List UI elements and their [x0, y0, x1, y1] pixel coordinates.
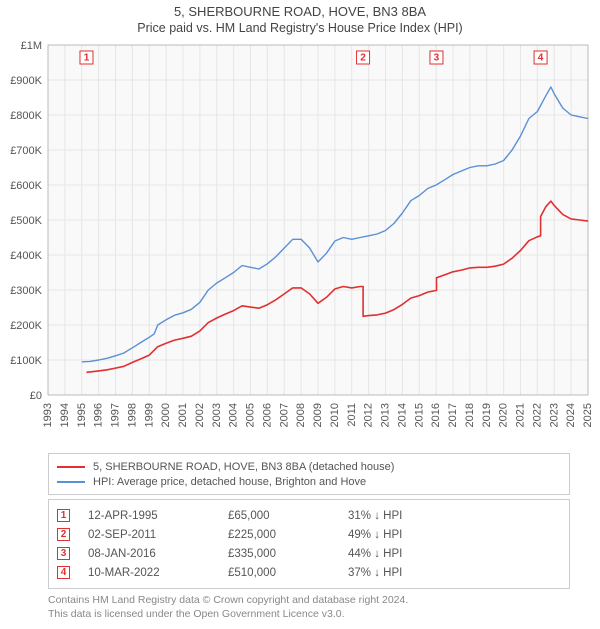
svg-text:2022: 2022	[531, 403, 543, 427]
sale-price: £65,000	[228, 510, 348, 522]
svg-text:2019: 2019	[481, 403, 493, 427]
svg-text:£1M: £1M	[21, 40, 42, 52]
svg-text:2005: 2005	[245, 403, 257, 427]
svg-text:2011: 2011	[346, 403, 358, 427]
footer-line-1: Contains HM Land Registry data © Crown c…	[48, 593, 570, 607]
sale-date: 10-MAR-2022	[88, 567, 228, 579]
svg-text:£400K: £400K	[10, 250, 42, 262]
svg-text:1996: 1996	[93, 403, 105, 427]
sale-date: 12-APR-1995	[88, 510, 228, 522]
svg-text:1999: 1999	[143, 403, 155, 427]
sale-price: £510,000	[228, 567, 348, 579]
svg-text:2014: 2014	[396, 403, 408, 427]
sale-price: £225,000	[228, 529, 348, 541]
svg-text:2006: 2006	[261, 403, 273, 427]
svg-text:2: 2	[360, 53, 366, 64]
svg-text:2024: 2024	[565, 403, 577, 427]
sale-row: 1 12-APR-1995£65,00031% ↓ HPI	[57, 506, 561, 525]
legend-swatch	[57, 481, 85, 483]
sale-date: 08-JAN-2016	[88, 548, 228, 560]
svg-text:2002: 2002	[194, 403, 206, 427]
svg-text:2012: 2012	[363, 403, 375, 427]
chart-legend: 5, SHERBOURNE ROAD, HOVE, BN3 8BA (detac…	[48, 453, 570, 495]
chart-header: 5, SHERBOURNE ROAD, HOVE, BN3 8BA Price …	[0, 0, 600, 37]
sale-row: 3 08-JAN-2016£335,00044% ↓ HPI	[57, 544, 561, 563]
svg-text:2016: 2016	[430, 403, 442, 427]
svg-text:1: 1	[84, 53, 90, 64]
sale-diff: 37% ↓ HPI	[348, 567, 561, 579]
svg-text:1994: 1994	[59, 403, 71, 427]
svg-text:£600K: £600K	[10, 180, 42, 192]
sale-diff: 31% ↓ HPI	[348, 510, 561, 522]
svg-text:2003: 2003	[211, 403, 223, 427]
svg-text:2000: 2000	[160, 403, 172, 427]
svg-text:2013: 2013	[380, 403, 392, 427]
svg-text:2018: 2018	[464, 403, 476, 427]
svg-text:2015: 2015	[413, 403, 425, 427]
svg-text:2025: 2025	[582, 403, 594, 427]
svg-text:2020: 2020	[498, 403, 510, 427]
svg-text:2004: 2004	[228, 403, 240, 427]
svg-text:2017: 2017	[447, 403, 459, 427]
svg-text:£800K: £800K	[10, 110, 42, 122]
svg-text:£200K: £200K	[10, 320, 42, 332]
sale-diff: 49% ↓ HPI	[348, 529, 561, 541]
price-chart: £0 £100K £200K £300K £400K £500K £600K £700K £80…	[0, 37, 600, 447]
legend-item: HPI: Average price, detached house, Brig…	[57, 474, 561, 489]
svg-text:2009: 2009	[312, 403, 324, 427]
svg-text:2001: 2001	[177, 403, 189, 427]
chart-subtitle: Price paid vs. HM Land Registry's House …	[0, 21, 600, 35]
sale-row: 2 02-SEP-2011£225,00049% ↓ HPI	[57, 525, 561, 544]
sale-date: 02-SEP-2011	[88, 529, 228, 541]
sale-diff: 44% ↓ HPI	[348, 548, 561, 560]
svg-text:2010: 2010	[329, 403, 341, 427]
sale-marker: 4	[57, 566, 70, 579]
svg-text:4: 4	[538, 53, 544, 64]
sale-price: £335,000	[228, 548, 348, 560]
svg-text:£100K: £100K	[10, 355, 42, 367]
footer-line-2: This data is licensed under the Open Gov…	[48, 607, 570, 621]
chart-svg: £0 £100K £200K £300K £400K £500K £600K £700K £80…	[0, 37, 600, 447]
svg-text:2021: 2021	[515, 403, 527, 427]
svg-text:1995: 1995	[76, 403, 88, 427]
svg-text:£300K: £300K	[10, 285, 42, 297]
svg-text:1997: 1997	[110, 403, 122, 427]
svg-text:2007: 2007	[278, 403, 290, 427]
svg-text:2023: 2023	[548, 403, 560, 427]
svg-text:1998: 1998	[126, 403, 138, 427]
svg-text:£900K: £900K	[10, 75, 42, 87]
chart-title-address: 5, SHERBOURNE ROAD, HOVE, BN3 8BA	[0, 4, 600, 19]
sale-marker: 3	[57, 547, 70, 560]
svg-text:£0: £0	[30, 390, 42, 402]
svg-text:2008: 2008	[295, 403, 307, 427]
sale-row: 4 10-MAR-2022£510,00037% ↓ HPI	[57, 563, 561, 582]
sales-table: 1 12-APR-1995£65,00031% ↓ HPI 2 02-SEP-2011…	[48, 499, 570, 589]
legend-label: 5, SHERBOURNE ROAD, HOVE, BN3 8BA (detac…	[93, 461, 394, 473]
svg-text:£500K: £500K	[10, 215, 42, 227]
svg-text:3: 3	[434, 53, 440, 64]
legend-swatch	[57, 466, 85, 468]
svg-text:£700K: £700K	[10, 145, 42, 157]
sale-marker: 2	[57, 528, 70, 541]
sale-marker: 1	[57, 509, 70, 522]
svg-text:1993: 1993	[42, 403, 54, 427]
legend-item: 5, SHERBOURNE ROAD, HOVE, BN3 8BA (detac…	[57, 459, 561, 474]
legend-label: HPI: Average price, detached house, Brig…	[93, 476, 366, 488]
license-footer: Contains HM Land Registry data © Crown c…	[48, 593, 570, 621]
